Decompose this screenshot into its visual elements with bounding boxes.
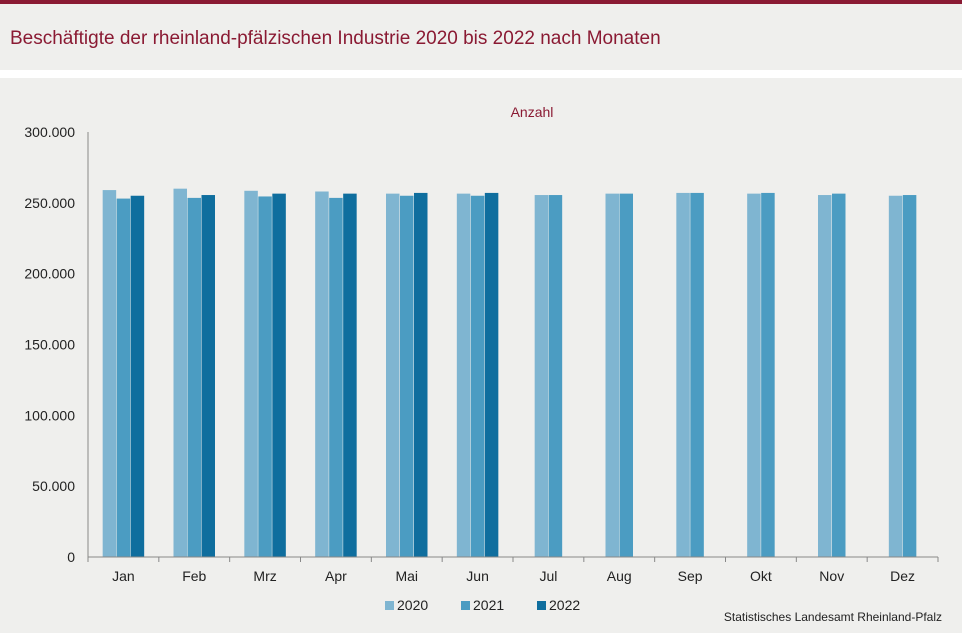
bar-2022-jun bbox=[484, 192, 499, 558]
page-title: Beschäftigte der rheinland-pfälzischen I… bbox=[10, 28, 661, 49]
y-tick-label: 300.000 bbox=[24, 124, 75, 140]
bar-2022-mrz bbox=[272, 193, 286, 558]
bar-2021-okt bbox=[761, 192, 775, 558]
top-accent-rule bbox=[0, 0, 962, 4]
x-tick-label: Jul bbox=[539, 568, 557, 584]
bar-2021-dez bbox=[902, 195, 917, 558]
bar-2020-mrz bbox=[244, 190, 258, 558]
x-tick-label: Dez bbox=[890, 568, 915, 584]
y-tick-label: 200.000 bbox=[24, 266, 75, 282]
bar-2022-feb bbox=[201, 195, 215, 558]
y-axis-label: Anzahl bbox=[511, 104, 554, 120]
bar-2021-jun bbox=[470, 195, 485, 557]
x-tick-label: Aug bbox=[607, 568, 632, 584]
bar-2022-apr bbox=[343, 193, 357, 558]
bar-2022-mai bbox=[414, 192, 428, 558]
x-tick-label: Mai bbox=[395, 568, 418, 584]
bar-2020-aug bbox=[605, 193, 619, 558]
y-tick-label: 250.000 bbox=[24, 195, 75, 211]
x-tick-label: Mrz bbox=[253, 568, 276, 584]
x-tick-label: Jan bbox=[112, 568, 135, 584]
bar-2020-feb bbox=[173, 188, 187, 558]
bar-2021-jan bbox=[116, 198, 131, 557]
bar-2021-mai bbox=[400, 195, 414, 557]
legend-label-2022: 2022 bbox=[549, 597, 580, 613]
bar-2021-aug bbox=[619, 193, 633, 558]
legend-label-2020: 2020 bbox=[397, 597, 428, 613]
bar-2021-feb bbox=[187, 197, 201, 558]
legend-swatch-2020 bbox=[385, 601, 394, 610]
bar-2020-okt bbox=[747, 193, 761, 558]
x-tick-label: Okt bbox=[750, 568, 772, 584]
x-tick-label: Apr bbox=[325, 568, 347, 584]
bar-2022-jan bbox=[130, 195, 145, 557]
y-tick-label: 0 bbox=[67, 549, 75, 565]
y-tick-label: 50.000 bbox=[32, 478, 75, 494]
bar-2020-apr bbox=[315, 191, 329, 557]
bar-2021-nov bbox=[832, 193, 846, 558]
bar-2021-sep bbox=[690, 192, 704, 558]
x-tick-label: Sep bbox=[678, 568, 703, 584]
bar-2020-nov bbox=[818, 195, 832, 558]
source-note: Statistisches Landesamt Rheinland-Pfalz bbox=[723, 610, 942, 624]
bar-2021-mrz bbox=[258, 196, 272, 557]
legend-swatch-2022 bbox=[537, 601, 546, 610]
bar-2021-jul bbox=[548, 195, 563, 558]
x-tick-label: Feb bbox=[182, 568, 206, 584]
bar-2021-apr bbox=[329, 197, 343, 558]
bar-2020-jul bbox=[534, 195, 549, 558]
title-bar: Beschäftigte der rheinland-pfälzischen I… bbox=[0, 4, 962, 70]
legend-swatch-2021 bbox=[461, 601, 470, 610]
bar-2020-dez bbox=[888, 195, 903, 557]
y-tick-label: 100.000 bbox=[24, 407, 75, 423]
bar-2020-sep bbox=[676, 192, 690, 558]
bar-2020-jun bbox=[456, 193, 471, 558]
y-tick-label: 150.000 bbox=[24, 337, 75, 353]
legend-label-2021: 2021 bbox=[473, 597, 504, 613]
x-tick-label: Nov bbox=[819, 568, 844, 584]
bar-2020-jan bbox=[102, 190, 117, 557]
x-tick-label: Jun bbox=[466, 568, 489, 584]
bar-2020-mai bbox=[386, 193, 400, 558]
